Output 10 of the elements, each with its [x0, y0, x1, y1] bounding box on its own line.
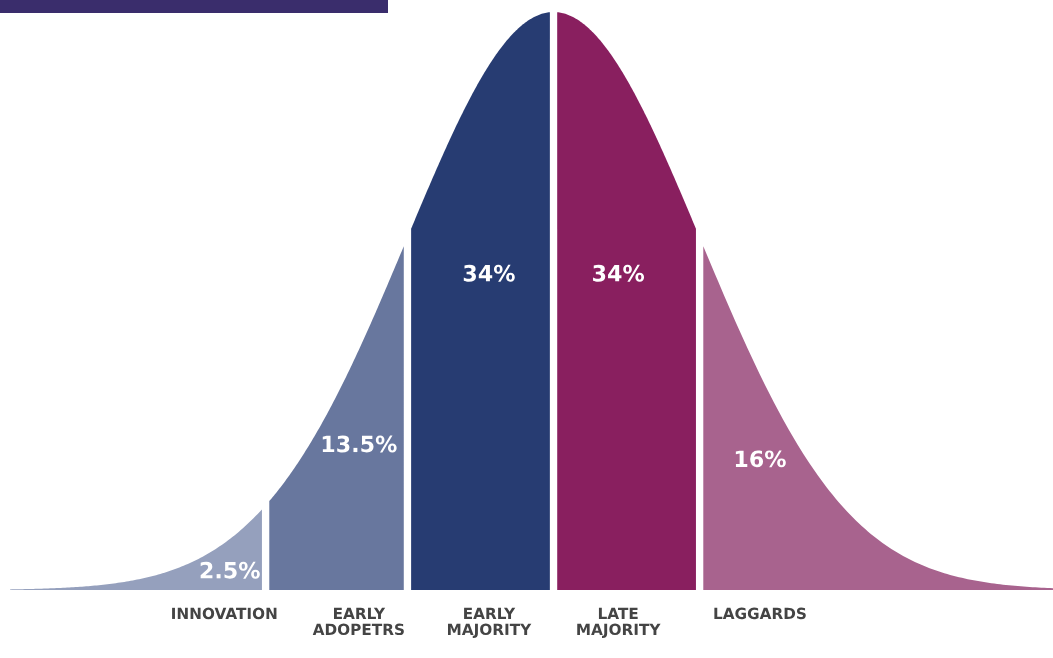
category-label: EARLY MAJORITY — [448, 607, 532, 638]
category-label: LATE MAJORITY — [577, 607, 661, 638]
category-label: LAGGARDS — [714, 607, 806, 620]
data-label: 2.5% — [200, 561, 260, 579]
data-label: 34% — [593, 264, 645, 282]
data-label: 34% — [463, 264, 515, 282]
category-label: EARLY ADOPETRS — [312, 607, 404, 636]
data-label: 13.5% — [322, 435, 397, 453]
category-label: INNOVATION — [172, 607, 277, 620]
data-label: 16% — [735, 450, 786, 468]
